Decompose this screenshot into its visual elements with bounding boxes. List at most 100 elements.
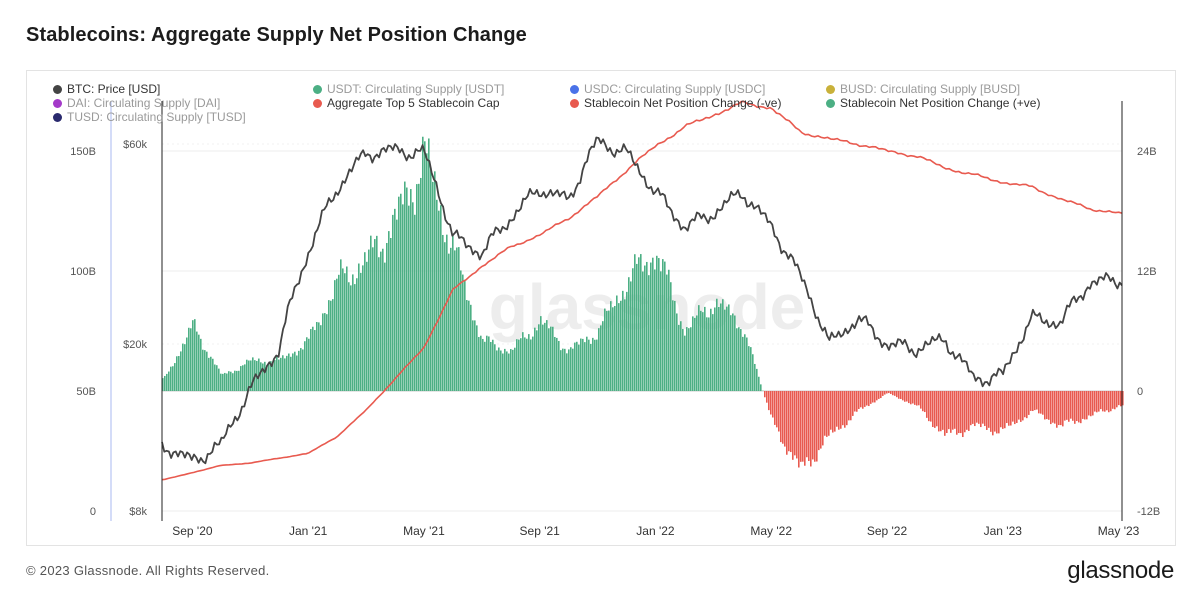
- net-change-bar-negative: [970, 391, 972, 426]
- net-change-bar-negative: [1022, 391, 1024, 421]
- net-change-bar-negative: [886, 391, 888, 394]
- net-change-bar-positive: [724, 309, 726, 391]
- net-change-bar-negative: [918, 391, 920, 406]
- net-change-bar-negative: [954, 391, 956, 429]
- net-change-bar-positive: [418, 183, 420, 391]
- net-change-bar-positive: [190, 328, 192, 391]
- net-change-bar-positive: [314, 330, 316, 391]
- net-change-bar-negative: [848, 391, 850, 421]
- net-change-bar-positive: [438, 210, 440, 391]
- net-change-bar-negative: [992, 391, 994, 436]
- net-change-bar-positive: [286, 355, 288, 391]
- net-change-bar-negative: [994, 391, 996, 432]
- net-change-bar-positive: [578, 344, 580, 391]
- legend-item-btc-price[interactable]: BTC: Price [USD]: [53, 82, 160, 96]
- net-change-bar-positive: [302, 349, 304, 391]
- net-change-bar-positive: [680, 321, 682, 391]
- net-change-bar-negative: [764, 391, 766, 398]
- net-change-bar-positive: [386, 243, 388, 391]
- net-change-bar-negative: [998, 391, 1000, 434]
- net-change-bar-negative: [932, 391, 934, 428]
- net-change-bar-negative: [782, 391, 784, 444]
- net-change-bar-positive: [660, 271, 662, 391]
- net-change-bar-positive: [306, 337, 308, 391]
- net-change-bar-negative: [1110, 391, 1112, 412]
- net-change-bar-positive: [472, 320, 474, 391]
- legend-item-usdt-supply[interactable]: USDT: Circulating Supply [USDT]: [313, 82, 504, 96]
- net-change-bar-positive: [222, 373, 224, 391]
- net-change-bar-negative: [852, 391, 854, 416]
- net-change-bar-positive: [568, 349, 570, 391]
- net-change-bar-positive: [236, 370, 238, 391]
- net-change-bar-positive: [732, 313, 734, 391]
- net-change-bar-negative: [798, 391, 800, 468]
- net-change-bar-positive: [194, 319, 196, 391]
- net-change-bar-positive: [196, 331, 198, 391]
- net-change-bar-positive: [406, 187, 408, 391]
- net-change-bar-positive: [206, 351, 208, 391]
- net-change-bar-positive: [384, 262, 386, 391]
- glassnode-logo[interactable]: glassnode: [1067, 557, 1174, 584]
- net-change-bar-positive: [606, 310, 608, 391]
- chart: glassnode050B100B150B$8k$20k$60k-12B012B…: [70, 100, 1160, 538]
- legend-item-busd-supply[interactable]: BUSD: Circulating Supply [BUSD]: [826, 82, 1020, 96]
- legend-item-dai-supply[interactable]: DAI: Circulating Supply [DAI]: [53, 96, 220, 110]
- x-tick-label: Jan '21: [289, 524, 328, 538]
- net-change-bar-positive: [592, 337, 594, 391]
- net-change-bar-positive: [544, 322, 546, 391]
- net-change-bar-negative: [796, 391, 798, 459]
- net-change-bar-positive: [316, 322, 318, 391]
- y-tick-label-price: $20k: [123, 339, 147, 351]
- net-change-bar-positive: [588, 339, 590, 391]
- net-change-bar-positive: [382, 248, 384, 391]
- net-change-bar-negative: [846, 391, 848, 426]
- net-change-bar-positive: [204, 350, 206, 391]
- net-change-bar-positive: [506, 351, 508, 391]
- net-change-bar-positive: [300, 348, 302, 391]
- net-change-bar-negative: [1098, 391, 1100, 412]
- legend-item-net-change-positive[interactable]: Stablecoin Net Position Change (+ve): [826, 96, 1040, 110]
- net-change-bar-negative: [842, 391, 844, 426]
- net-change-bar-negative: [980, 391, 982, 428]
- net-change-bar-positive: [270, 361, 272, 391]
- net-change-bar-positive: [746, 337, 748, 391]
- net-change-bar-positive: [720, 303, 722, 391]
- net-change-bar-positive: [228, 371, 230, 391]
- net-change-bar-negative: [768, 391, 770, 411]
- net-change-bar-positive: [188, 327, 190, 391]
- legend-item-usdc-supply[interactable]: USDC: Circulating Supply [USDC]: [570, 82, 765, 96]
- net-change-bar-negative: [1014, 391, 1016, 425]
- net-change-bar-negative: [810, 391, 812, 467]
- net-change-bar-negative: [962, 391, 964, 438]
- y-tick-label-cap: 50B: [76, 386, 96, 398]
- legend-item-net-change-negative[interactable]: Stablecoin Net Position Change (-ve): [570, 96, 781, 110]
- net-change-bar-positive: [584, 342, 586, 391]
- net-change-bar-negative: [964, 391, 966, 433]
- net-change-bar-negative: [806, 391, 808, 458]
- net-change-bar-positive: [560, 350, 562, 391]
- net-change-bar-positive: [422, 136, 424, 391]
- net-change-bar-positive: [268, 364, 270, 391]
- net-change-bar-negative: [862, 391, 864, 409]
- net-change-bar-positive: [374, 239, 376, 391]
- net-change-bar-positive: [644, 265, 646, 391]
- net-change-bar-positive: [522, 332, 524, 391]
- net-change-bar-positive: [462, 274, 464, 391]
- net-change-bar-negative: [868, 391, 870, 407]
- net-change-bar-positive: [666, 274, 668, 391]
- legend-item-aggregate-cap[interactable]: Aggregate Top 5 Stablecoin Cap: [313, 96, 500, 110]
- net-change-bar-positive: [738, 327, 740, 391]
- net-change-bar-positive: [538, 324, 540, 391]
- net-change-bar-positive: [338, 274, 340, 391]
- net-change-bar-positive: [656, 255, 658, 391]
- net-change-bar-positive: [736, 328, 738, 391]
- chart-panel: glassnode050B100B150B$8k$20k$60k-12B012B…: [26, 70, 1176, 546]
- net-change-bar-positive: [608, 310, 610, 391]
- legend-item-tusd-supply[interactable]: TUSD: Circulating Supply [TUSD]: [53, 110, 246, 124]
- net-change-bar-positive: [226, 373, 228, 391]
- net-change-bar-negative: [850, 391, 852, 421]
- net-change-bar-negative: [822, 391, 824, 446]
- net-change-bar-positive: [500, 350, 502, 391]
- net-change-bar-positive: [288, 353, 290, 391]
- net-change-bar-positive: [334, 280, 336, 391]
